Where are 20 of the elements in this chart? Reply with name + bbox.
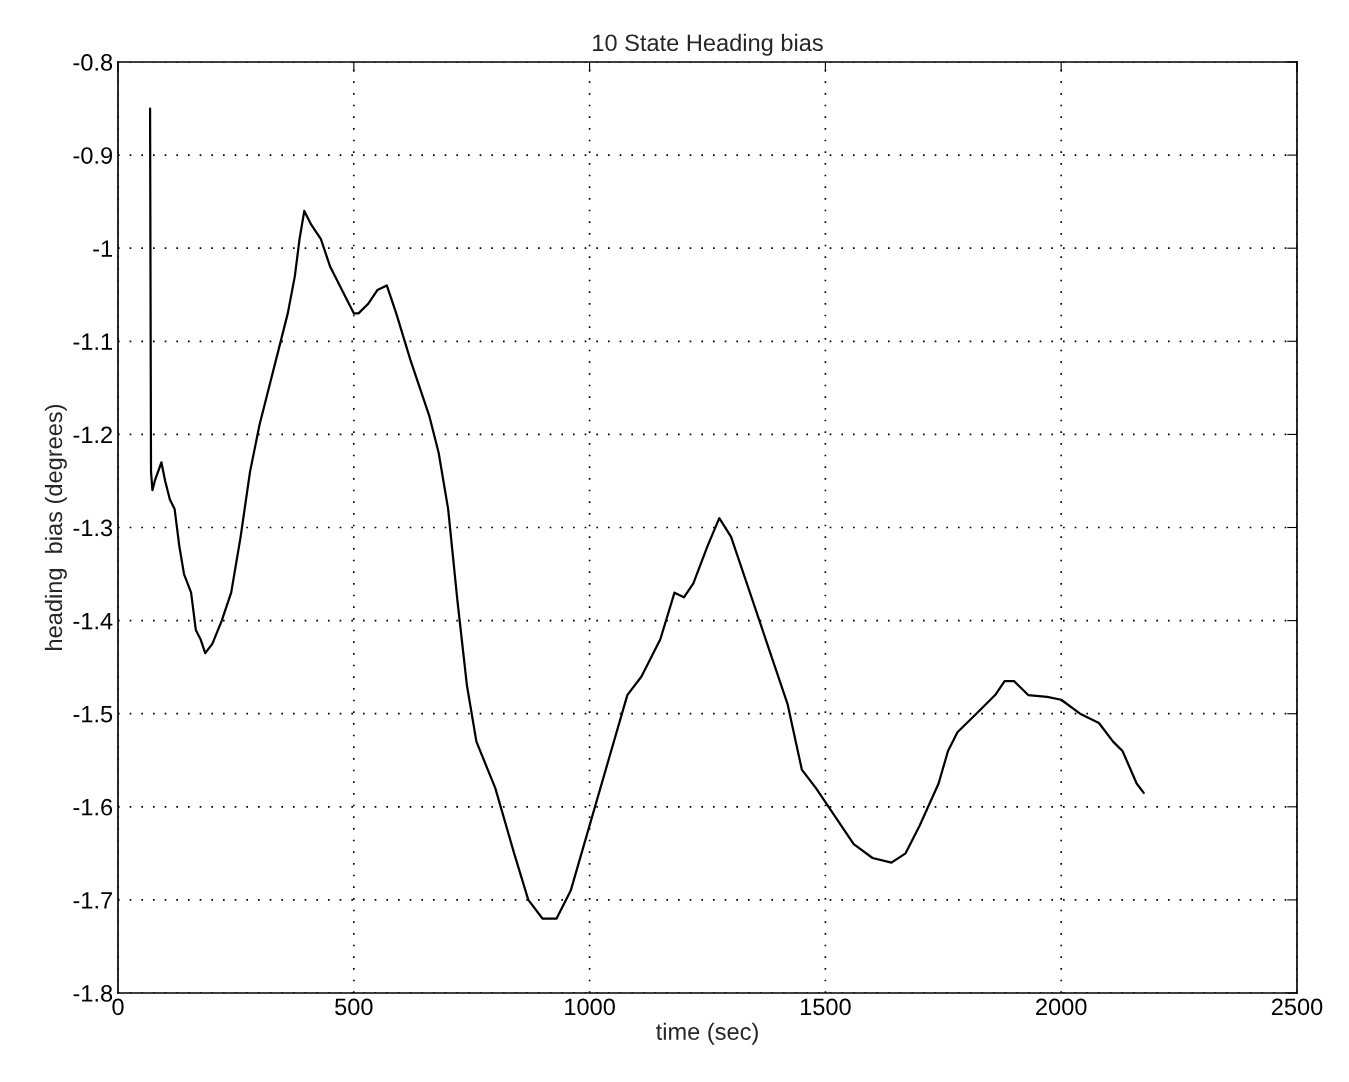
y-tick-label: -1.2 [73,426,112,443]
x-tick-label: 1500 [800,998,851,1016]
y-axis-title: heading bias (degrees) [44,404,67,650]
y-tick-label: -1 [93,240,112,257]
y-tick-label: -1.3 [73,519,113,537]
y-tick-label: -0.8 [73,54,113,71]
x-tick-label: 2500 [1271,998,1323,1016]
y-tick-label: -1.4 [73,612,113,630]
x-tick-label: 1000 [565,998,615,1016]
y-tick-label: -0.9 [73,147,113,164]
y-tick-label: -1.5 [73,706,113,723]
x-tick-label: 2000 [1036,998,1087,1016]
chart-title: 10 State Heading bias [593,33,823,56]
y-tick-label: -1.7 [73,892,112,909]
x-axis-title: time (sec) [656,1022,758,1045]
y-tick-label: -1.1 [73,333,112,350]
y-tick-label: -1.6 [73,798,113,816]
x-tick-label: 0 [112,998,124,1016]
y-tick-label: -1.8 [73,985,113,1002]
x-tick-label: 500 [335,998,373,1016]
